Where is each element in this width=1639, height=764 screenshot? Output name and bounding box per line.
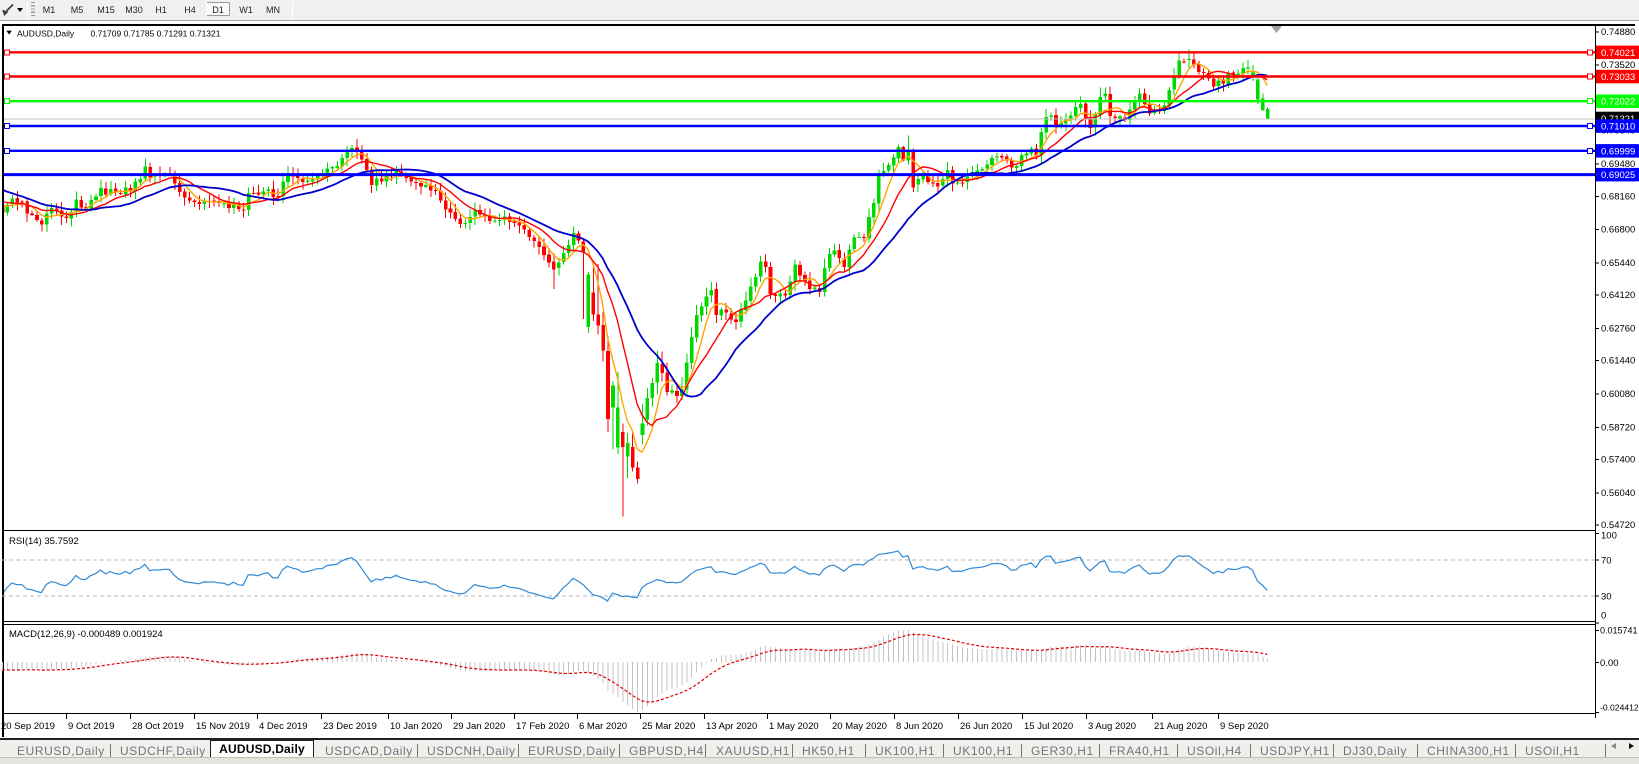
svg-text:0.54720: 0.54720 (1601, 520, 1635, 531)
svg-text:21 Aug 2020: 21 Aug 2020 (1154, 721, 1207, 732)
svg-text:29 Jan 2020: 29 Jan 2020 (453, 721, 505, 732)
svg-text:RSI(14) 35.7592: RSI(14) 35.7592 (9, 536, 79, 547)
svg-text:0.69025: 0.69025 (1601, 170, 1635, 181)
svg-text:15 Nov 2019: 15 Nov 2019 (196, 721, 250, 732)
svg-text:70: 70 (1601, 556, 1612, 567)
svg-text:0.73520: 0.73520 (1601, 60, 1635, 71)
svg-text:20 May 2020: 20 May 2020 (832, 721, 887, 732)
svg-text:3 Aug 2020: 3 Aug 2020 (1088, 721, 1136, 732)
svg-text:0.72022: 0.72022 (1601, 97, 1635, 108)
svg-text:30: 30 (1601, 591, 1612, 602)
svg-text:17 Feb 2020: 17 Feb 2020 (516, 721, 569, 732)
svg-text:15 Jul 2020: 15 Jul 2020 (1024, 721, 1073, 732)
svg-text:4 Dec 2019: 4 Dec 2019 (259, 721, 308, 732)
svg-text:0.73033: 0.73033 (1601, 72, 1635, 83)
svg-text:AUDUSD,Daily: AUDUSD,Daily (17, 29, 75, 39)
svg-text:1 May 2020: 1 May 2020 (769, 721, 819, 732)
svg-text:28 Oct 2019: 28 Oct 2019 (132, 721, 184, 732)
svg-text:0.69999: 0.69999 (1601, 146, 1635, 157)
svg-text:MACD(12,26,9) -0.000489 0.0019: MACD(12,26,9) -0.000489 0.001924 (9, 629, 163, 640)
svg-text:0.69480: 0.69480 (1601, 159, 1635, 170)
svg-text:20 Sep 2019: 20 Sep 2019 (1, 721, 55, 732)
svg-text:23 Dec 2019: 23 Dec 2019 (323, 721, 377, 732)
svg-text:0.60080: 0.60080 (1601, 389, 1635, 400)
svg-text:26 Jun 2020: 26 Jun 2020 (960, 721, 1012, 732)
svg-text:0.61440: 0.61440 (1601, 356, 1635, 367)
svg-text:0: 0 (1601, 611, 1606, 622)
svg-text:0.66800: 0.66800 (1601, 225, 1635, 236)
svg-text:0.71709 0.71785 0.71291 0.7132: 0.71709 0.71785 0.71291 0.71321 (91, 29, 221, 39)
svg-text:9 Oct 2019: 9 Oct 2019 (68, 721, 114, 732)
svg-text:25 Mar 2020: 25 Mar 2020 (642, 721, 695, 732)
svg-text:0.74021: 0.74021 (1601, 48, 1635, 59)
svg-text:10 Jan 2020: 10 Jan 2020 (390, 721, 442, 732)
svg-text:9 Sep 2020: 9 Sep 2020 (1220, 721, 1269, 732)
svg-text:0.65440: 0.65440 (1601, 258, 1635, 269)
svg-text:8 Jun 2020: 8 Jun 2020 (896, 721, 943, 732)
svg-text:6 Mar 2020: 6 Mar 2020 (579, 721, 627, 732)
svg-text:0.74880: 0.74880 (1601, 27, 1635, 38)
svg-text:0.62760: 0.62760 (1601, 323, 1635, 334)
svg-text:0.57400: 0.57400 (1601, 455, 1635, 466)
svg-text:0.64120: 0.64120 (1601, 290, 1635, 301)
svg-text:0.56040: 0.56040 (1601, 488, 1635, 499)
svg-text:0.58720: 0.58720 (1601, 422, 1635, 433)
svg-text:0.00: 0.00 (1600, 658, 1619, 669)
svg-text:-0.024412: -0.024412 (1600, 703, 1639, 713)
svg-text:0.68160: 0.68160 (1601, 191, 1635, 202)
svg-text:100: 100 (1601, 531, 1617, 542)
svg-text:0.71010: 0.71010 (1601, 122, 1635, 133)
svg-text:13 Apr 2020: 13 Apr 2020 (706, 721, 757, 732)
svg-text:0.015741: 0.015741 (1600, 626, 1638, 636)
